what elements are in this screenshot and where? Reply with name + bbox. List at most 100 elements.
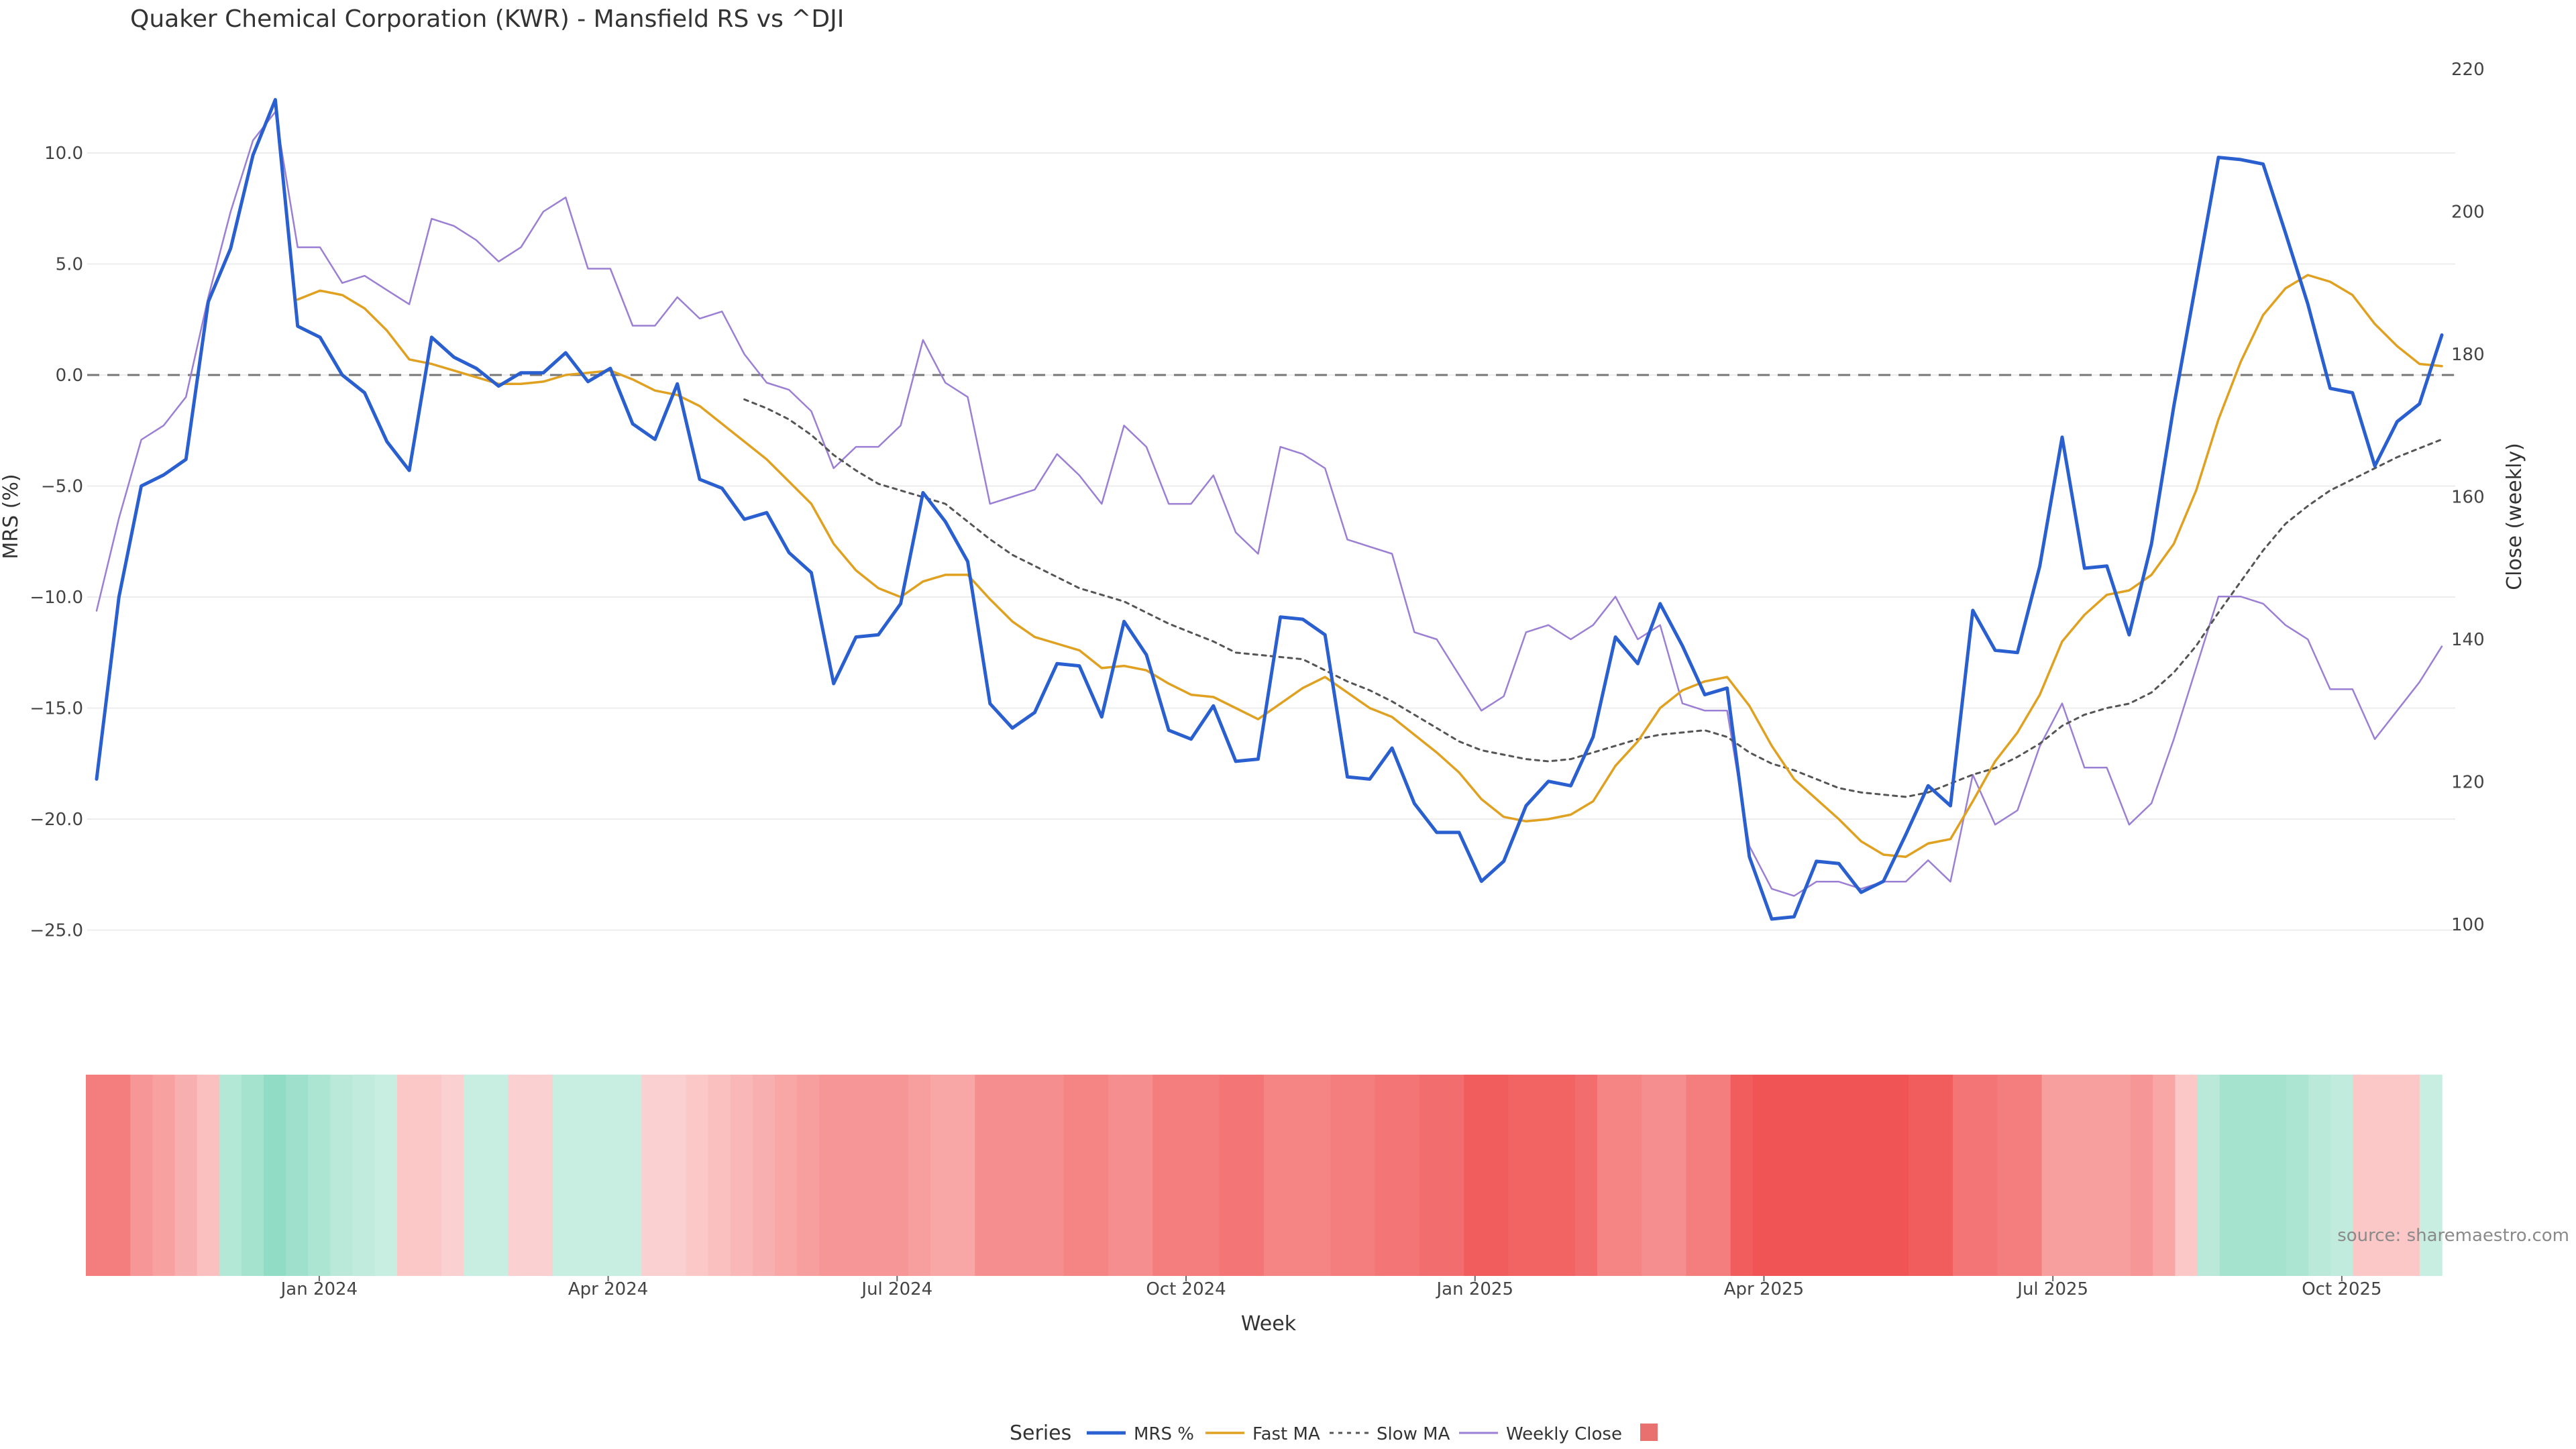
- heatmap-cell: [2286, 1075, 2310, 1276]
- heatmap-cell: [819, 1075, 843, 1276]
- legend-item-label: MRS %: [1134, 1424, 1194, 1444]
- chart-title: Quaker Chemical Corporation (KWR) - Mans…: [130, 5, 844, 33]
- heatmap-cell: [152, 1075, 176, 1276]
- heatmap-cell: [1686, 1075, 1709, 1276]
- x-tick-label: Jul 2025: [2016, 1279, 2088, 1299]
- heatmap-cell: [1864, 1075, 1887, 1276]
- heatmap-cell: [2041, 1075, 2065, 1276]
- heatmap-cell: [1508, 1075, 1532, 1276]
- heatmap-cell: [908, 1075, 931, 1276]
- heatmap-cell: [2241, 1075, 2265, 1276]
- heatmap-cell: [1130, 1075, 1154, 1276]
- heatmap-cell: [2019, 1075, 2043, 1276]
- legend-title: Series: [1010, 1421, 1071, 1445]
- mrs-heatmap-strip: [86, 1075, 2443, 1276]
- heatmap-cell: [1797, 1075, 1821, 1276]
- left-tick-label: −25.0: [30, 921, 83, 941]
- heatmap-cell: [1642, 1075, 1665, 1276]
- heatmap-cell: [2397, 1075, 2420, 1276]
- heatmap-cell: [730, 1075, 753, 1276]
- heatmap-cell: [1886, 1075, 1909, 1276]
- heatmap-cell: [2197, 1075, 2220, 1276]
- heatmap-cell: [552, 1075, 576, 1276]
- heatmap-cell: [1819, 1075, 1843, 1276]
- legend-item-label: Weekly Close: [1506, 1424, 1622, 1444]
- heatmap-cell: [1997, 1075, 2021, 1276]
- heatmap-cell: [2108, 1075, 2131, 1276]
- x-axis-label: Week: [1241, 1312, 1297, 1336]
- heatmap-cell: [1419, 1075, 1442, 1276]
- heatmap-cell: [1752, 1075, 1776, 1276]
- heatmap-cell: [841, 1075, 865, 1276]
- left-tick-label: 10.0: [44, 144, 83, 164]
- heatmap-cell: [1108, 1075, 1132, 1276]
- heatmap-cell: [1085, 1075, 1109, 1276]
- heatmap-cell: [1664, 1075, 1687, 1276]
- heatmap-cell: [1597, 1075, 1620, 1276]
- x-tick-label: Apr 2024: [568, 1279, 648, 1299]
- right-tick-label: 220: [2451, 60, 2485, 80]
- heatmap-cell: [419, 1075, 442, 1276]
- heatmap-cell: [2086, 1075, 2109, 1276]
- x-tick-label: Jan 2024: [280, 1279, 358, 1299]
- heatmap-cell: [2353, 1075, 2376, 1276]
- right-tick-label: 160: [2451, 488, 2485, 508]
- legend-item-label: Slow MA: [1377, 1424, 1450, 1444]
- heatmap-cell: [797, 1075, 820, 1276]
- heatmap-cell: [663, 1075, 687, 1276]
- heatmap-cell: [1953, 1075, 1976, 1276]
- right-tick-label: 100: [2451, 915, 2485, 935]
- heatmap-cell: [863, 1075, 887, 1276]
- heatmap-cell: [374, 1075, 398, 1276]
- left-axis-ticks: 10.0 5.0 0.0 −5.0 −10.0 −15.0 −20.0 −25.0: [30, 144, 83, 941]
- heatmap-cell: [1530, 1075, 1554, 1276]
- heatmap-cell: [2153, 1075, 2176, 1276]
- source-credit: source: sharemaestro.com: [2337, 1226, 2569, 1246]
- heatmap-cell: [574, 1075, 598, 1276]
- heatmap-cell: [975, 1075, 998, 1276]
- heatmap-cell: [2175, 1075, 2198, 1276]
- left-tick-label: −15.0: [30, 699, 83, 719]
- left-tick-label: −20.0: [30, 810, 83, 830]
- heatmap-cell: [1775, 1075, 1798, 1276]
- heatmap-cell: [1841, 1075, 1865, 1276]
- heatmap-cell: [1375, 1075, 1398, 1276]
- heatmap-cell: [619, 1075, 643, 1276]
- heatmap-cell: [1152, 1075, 1176, 1276]
- heatmap-cell: [2063, 1075, 2087, 1276]
- heatmap-cell: [464, 1075, 487, 1276]
- gridlines: [87, 152, 2455, 931]
- heatmap-cell: [130, 1075, 154, 1276]
- heatmap-cell: [1930, 1075, 1953, 1276]
- heatmap-cell: [1552, 1075, 1576, 1276]
- heatmap-cell: [86, 1075, 109, 1276]
- heatmap-cell: [1442, 1075, 1464, 1276]
- heatmap-cell: [486, 1075, 509, 1276]
- left-tick-label: 0.0: [56, 366, 83, 386]
- heatmap-cell: [530, 1075, 553, 1276]
- heatmap-cell: [752, 1075, 775, 1276]
- heatmap-cell: [1197, 1075, 1220, 1276]
- heatmap-cell: [1330, 1075, 1354, 1276]
- heatmap-cell: [597, 1075, 620, 1276]
- heatmap-cell: [930, 1075, 953, 1276]
- x-tick-label: Oct 2024: [1146, 1279, 1226, 1299]
- heatmap-cell: [1175, 1075, 1198, 1276]
- heatmap-cell: [330, 1075, 354, 1276]
- heatmap-cell: [1708, 1075, 1731, 1276]
- heatmap-cell: [1308, 1075, 1332, 1276]
- heatmap-cell: [1063, 1075, 1087, 1276]
- heatmap-cell: [885, 1075, 909, 1276]
- heatmap-cell: [2375, 1075, 2398, 1276]
- x-tick-label: Oct 2025: [2302, 1279, 2381, 1299]
- heatmap-cell: [264, 1075, 286, 1276]
- left-tick-label: −5.0: [41, 477, 83, 497]
- heatmap-cell: [1352, 1075, 1376, 1276]
- left-tick-label: 5.0: [56, 255, 83, 275]
- right-tick-label: 200: [2451, 203, 2485, 223]
- heatmap-cell: [1286, 1075, 1309, 1276]
- heatmap-cell: [1486, 1075, 1509, 1276]
- right-axis-label: Close (weekly): [2503, 443, 2526, 590]
- heatmap-cell: [1397, 1075, 1420, 1276]
